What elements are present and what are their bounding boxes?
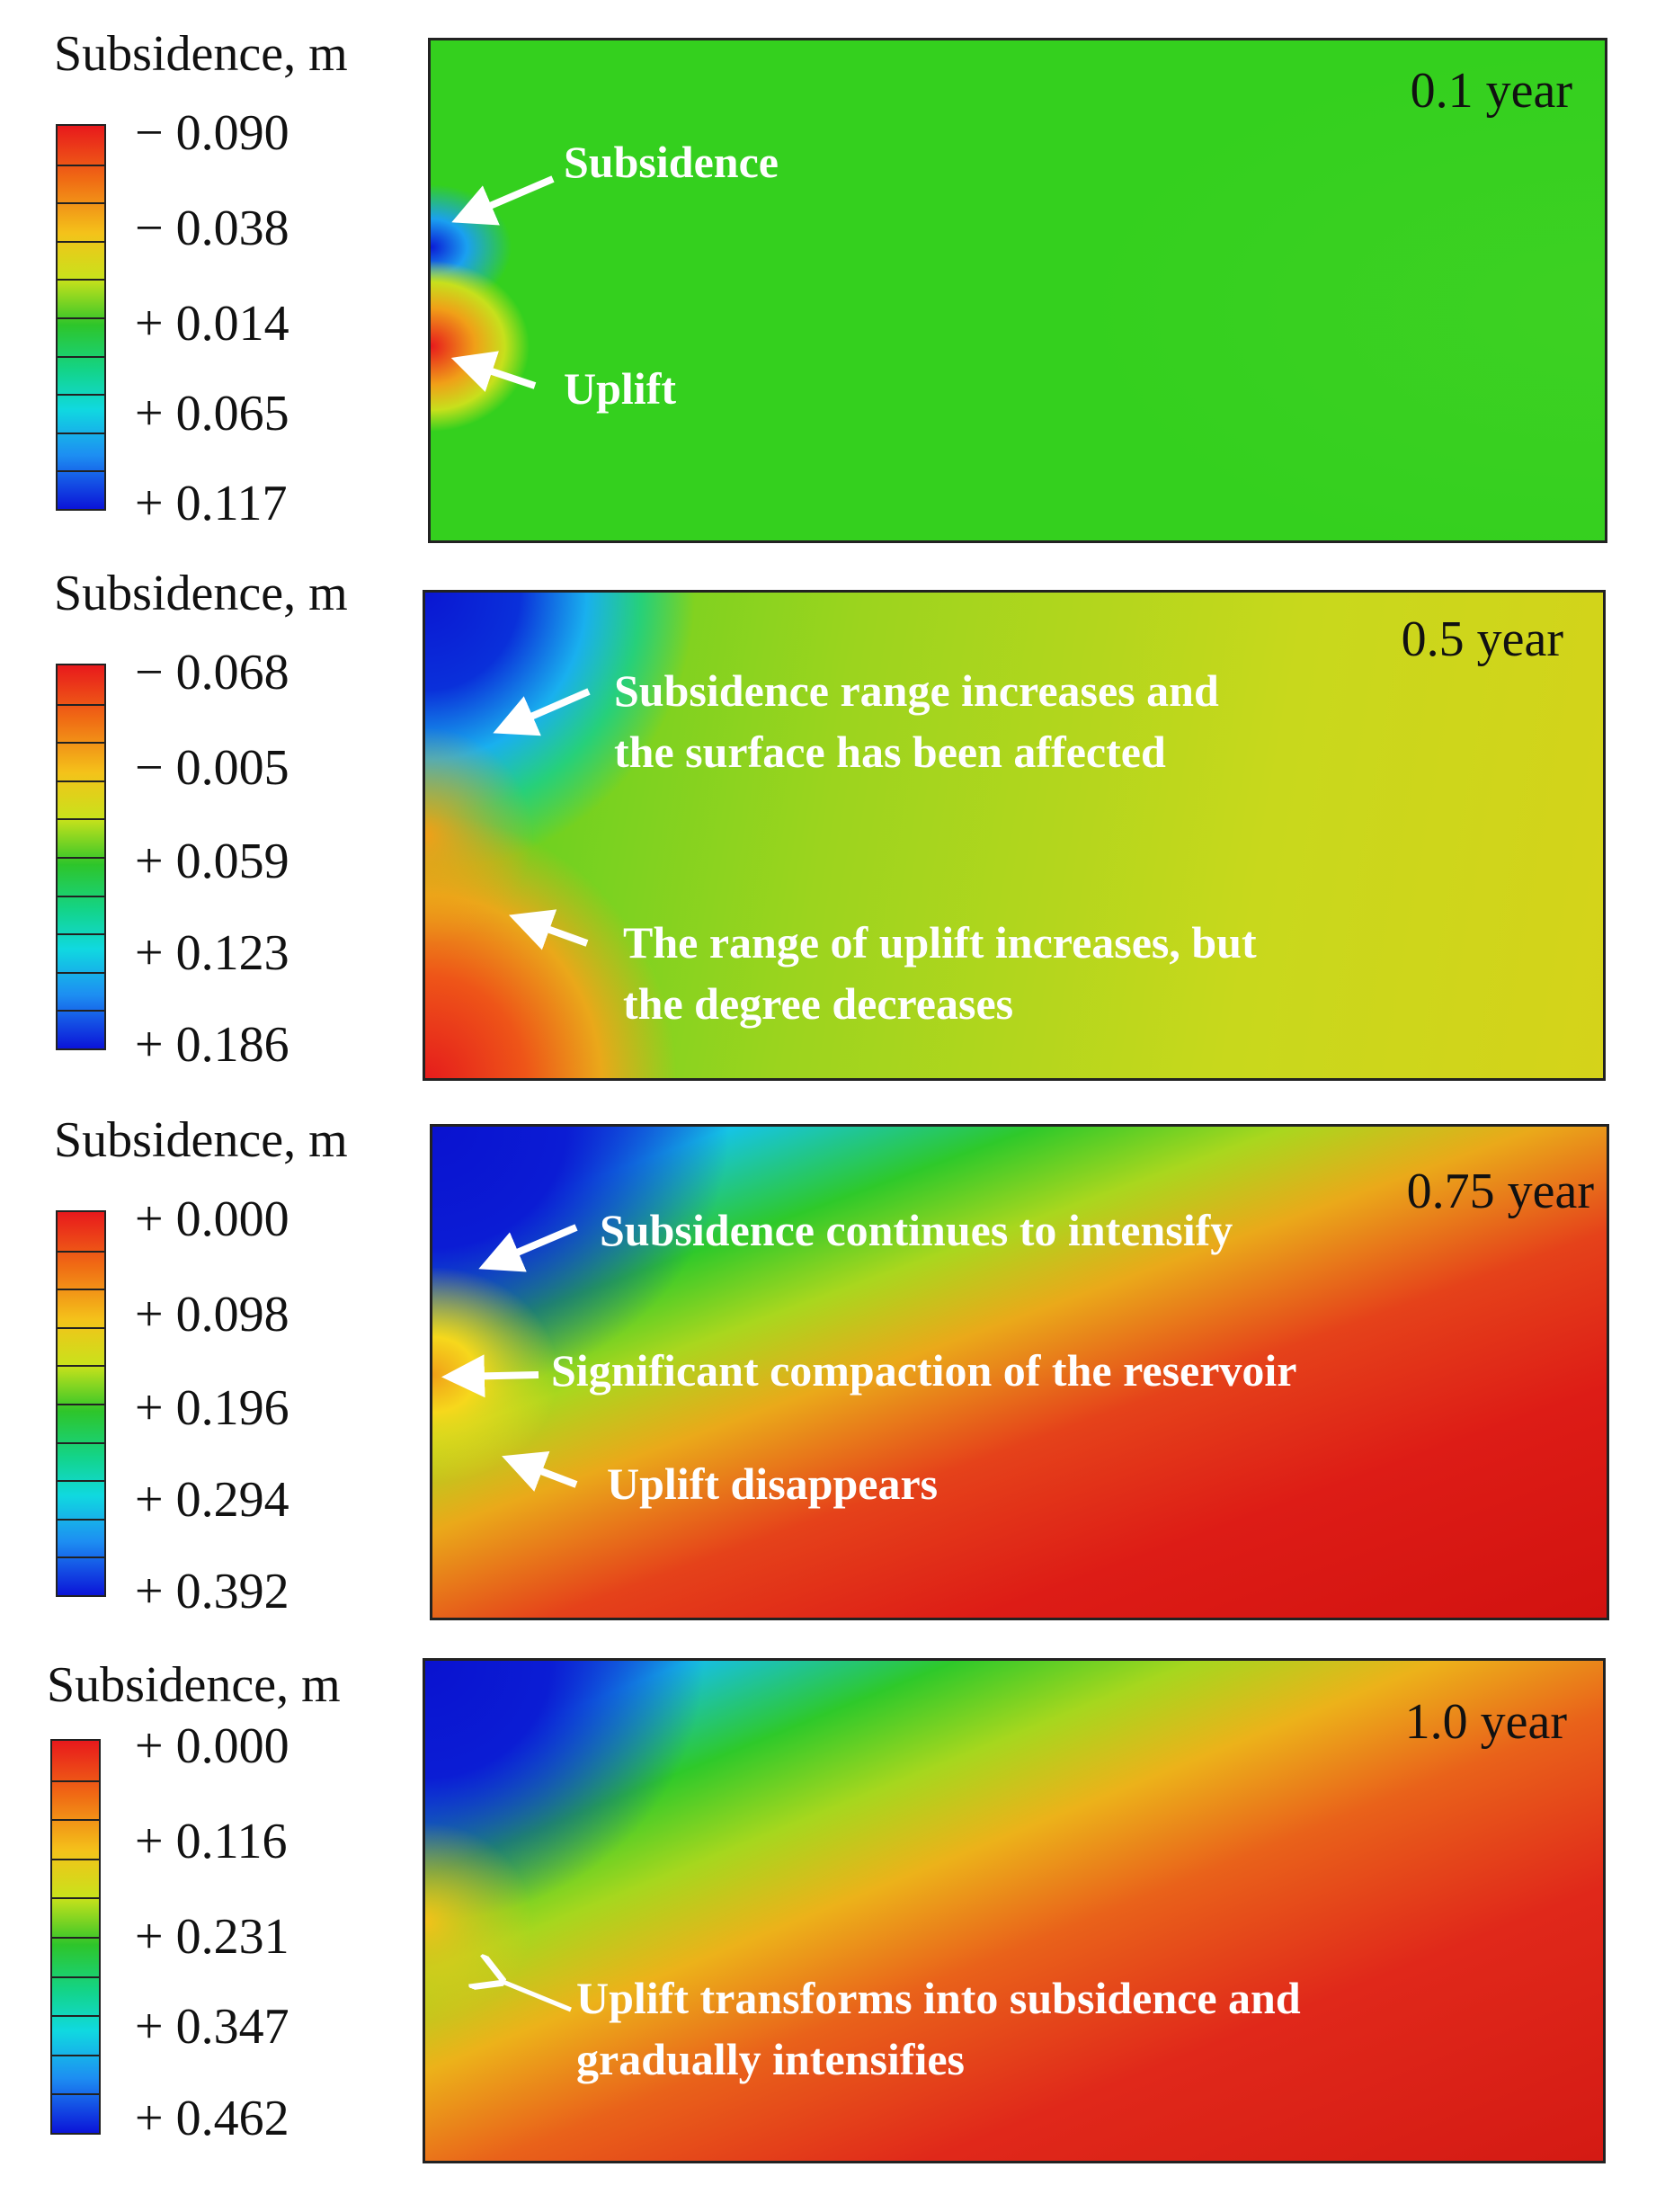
contour-field: 0.75 year Subsidence continues to intens… — [430, 1124, 1609, 1620]
colorbar — [56, 124, 106, 511]
colorbar — [50, 1739, 101, 2135]
colorbar-tick-label: + 0.347 — [135, 1999, 289, 2055]
colorbar-tick-label: + 0.014 — [135, 296, 289, 352]
colorbar-tick-label: + 0.294 — [135, 1472, 289, 1528]
panel-0-1-year: Subsidence, m − 0.090 − 0.038 + 0.014 + … — [0, 0, 1665, 557]
annotation-uplift: Uplift — [564, 363, 676, 414]
annotation-uplift-transforms: Uplift transforms into subsidence and gr… — [576, 1973, 1301, 2084]
annotation-arrows — [425, 1661, 572, 2012]
legend-title: Subsidence, m — [54, 26, 348, 82]
colorbar-tick-label: + 0.117 — [135, 476, 288, 531]
contour-field: 0.5 year Subsidence range increases and … — [423, 590, 1606, 1081]
panel-0-75-year: Subsidence, m + 0.000 + 0.098 + 0.196 + … — [0, 1097, 1665, 1646]
time-label: 0.75 year — [1406, 1164, 1594, 1219]
colorbar-tick-label: + 0.231 — [135, 1909, 289, 1965]
colorbar-tick-label: + 0.116 — [135, 1814, 288, 1869]
annotation-subsidence: Subsidence — [564, 137, 779, 187]
legend-title: Subsidence, m — [47, 1657, 341, 1713]
time-label: 0.5 year — [1401, 611, 1563, 667]
colorbar-tick-label: + 0.065 — [135, 386, 289, 442]
colorbar-tick-label: − 0.090 — [135, 105, 289, 161]
legend-title: Subsidence, m — [54, 1112, 348, 1168]
colorbar-tick-label: + 0.196 — [135, 1380, 289, 1436]
colorbar — [56, 1210, 106, 1597]
annotation-uplift-disappears: Uplift disappears — [607, 1458, 939, 1509]
colorbar-tick-label: + 0.123 — [135, 925, 289, 981]
contour-field: 0.1 year Subsidence Uplift — [428, 38, 1607, 543]
legend-title: Subsidence, m — [54, 566, 348, 621]
colorbar-tick-label: + 0.392 — [135, 1564, 289, 1619]
colorbar — [56, 664, 106, 1050]
panel-0-5-year: Subsidence, m − 0.068 − 0.005 + 0.059 + … — [0, 557, 1665, 1097]
annotation-reservoir-compaction: Significant compaction of the reservoir — [551, 1345, 1297, 1396]
colorbar-tick-label: − 0.068 — [135, 645, 289, 700]
colorbar-tick-label: + 0.462 — [135, 2091, 289, 2146]
annotation-subsidence-intensify: Subsidence continues to intensify — [600, 1205, 1233, 1255]
time-label: 0.1 year — [1410, 63, 1572, 119]
time-label: 1.0 year — [1404, 1694, 1567, 1750]
contour-field: 1.0 year Uplift transforms into subsiden… — [423, 1658, 1606, 2163]
colorbar-tick-label: + 0.000 — [135, 1718, 289, 1774]
colorbar-tick-label: + 0.098 — [135, 1287, 289, 1342]
colorbar-tick-label: + 0.059 — [135, 834, 289, 889]
colorbar-tick-label: − 0.038 — [135, 201, 289, 256]
colorbar-tick-label: + 0.186 — [135, 1017, 289, 1073]
annotation-arrows — [493, 688, 591, 950]
colorbar-tick-label: − 0.005 — [135, 740, 289, 796]
colorbar-tick-label: + 0.000 — [135, 1191, 289, 1247]
annotation-arrows — [441, 1224, 578, 1492]
annotation-arrows — [450, 175, 555, 392]
annotation-uplift-range: The range of uplift increases, but the d… — [623, 917, 1257, 1029]
annotation-subsidence-range: Subsidence range increases and the surfa… — [614, 665, 1219, 777]
panel-1-0-year: Subsidence, m + 0.000 + 0.116 + 0.231 + … — [0, 1646, 1665, 2212]
